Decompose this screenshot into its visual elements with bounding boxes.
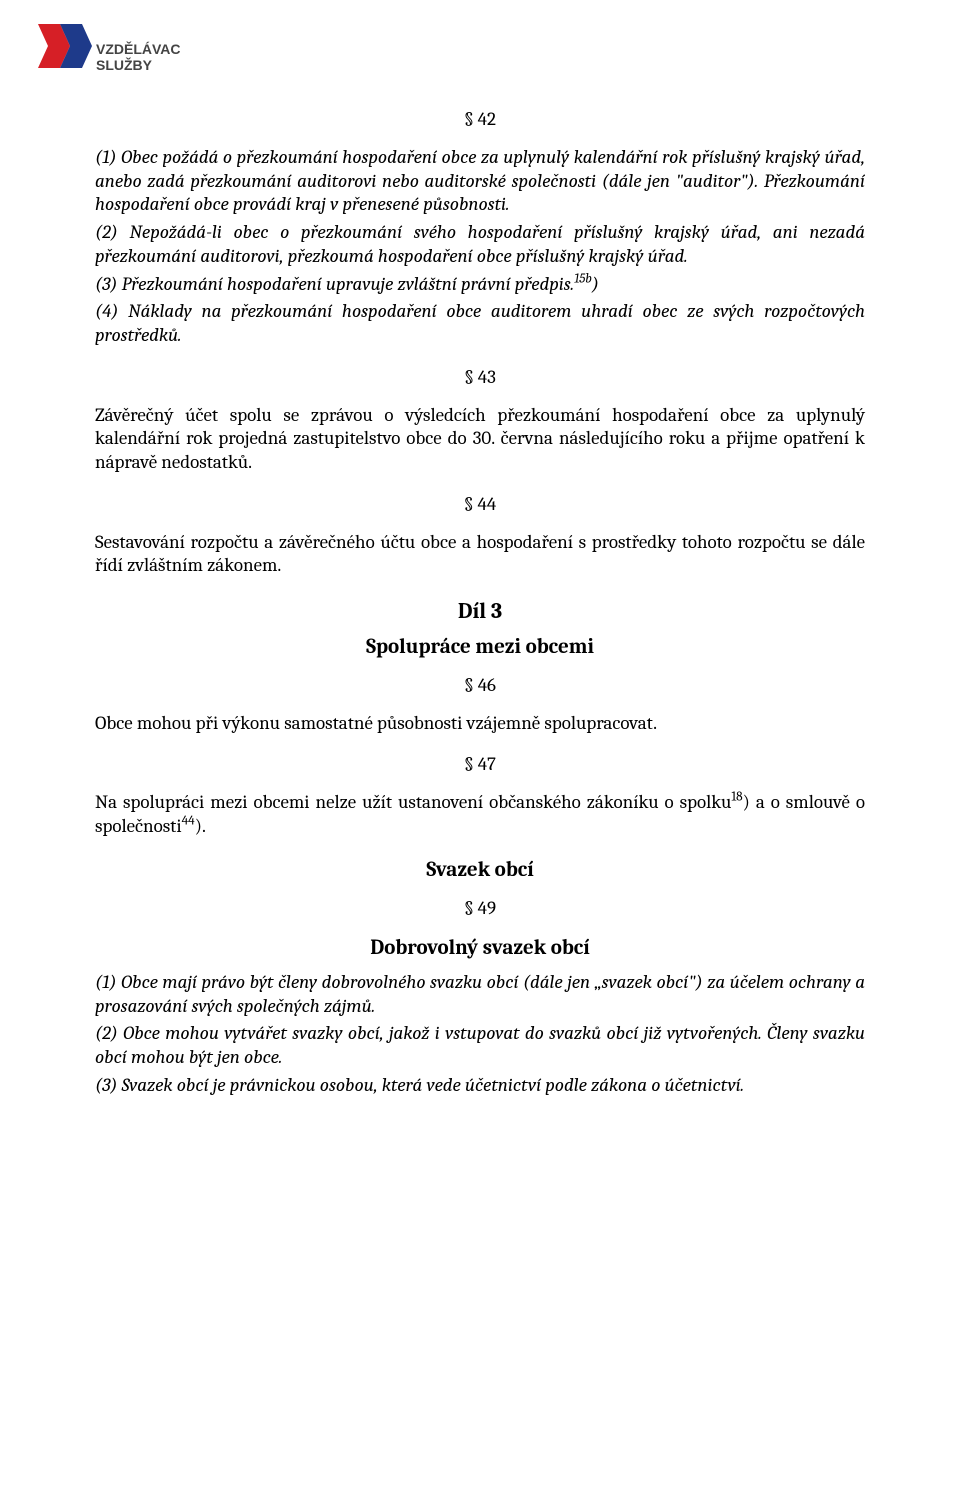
- sec47-p1-sup1: 18: [731, 790, 742, 805]
- sec42-p3-close: ): [592, 273, 599, 295]
- section-42-number: § 42: [95, 108, 865, 132]
- section-43-number: § 43: [95, 366, 865, 390]
- section-49-number: § 49: [95, 897, 865, 921]
- section-46-number: § 46: [95, 674, 865, 698]
- section-46-body: Obce mohou při výkonu samostatné působno…: [95, 712, 865, 736]
- logo-text-top: VZDĚLÁVACÍ: [96, 40, 180, 57]
- sec49-p1: (1) Obce mají právo být členy dobrovolné…: [95, 971, 865, 1019]
- dil3-subtitle: Spolupráce mezi obcemi: [95, 634, 865, 660]
- logo: VZDĚLÁVACÍ SLUŽBY: [30, 16, 180, 90]
- sec44-p1: Sestavování rozpočtu a závěrečného účtu …: [95, 531, 865, 579]
- sec49-p3: (3) Svazek obcí je právnickou osobou, kt…: [95, 1074, 865, 1098]
- sec42-p2: (2) Nepožádá-li obec o přezkoumání svého…: [95, 221, 865, 269]
- section-42-body: (1) Obec požádá o přezkoumání hospodařen…: [95, 146, 865, 348]
- sec46-p1: Obce mohou při výkonu samostatné působno…: [95, 712, 865, 736]
- logo-text-bottom: SLUŽBY: [96, 56, 153, 73]
- section-47-body: Na spolupráci mezi obcemi nelze užít ust…: [95, 791, 865, 839]
- sec47-p1: Na spolupráci mezi obcemi nelze užít ust…: [95, 791, 865, 839]
- section-44-body: Sestavování rozpočtu a závěrečného účtu …: [95, 531, 865, 579]
- sec42-p3-text: (3) Přezkoumání hospodaření upravuje zvl…: [95, 273, 574, 295]
- section-47-number: § 47: [95, 753, 865, 777]
- logo-svg: VZDĚLÁVACÍ SLUŽBY: [30, 16, 180, 86]
- sec42-p1: (1) Obec požádá o přezkoumání hospodařen…: [95, 146, 865, 217]
- sec47-p1-c: ).: [195, 815, 206, 837]
- sec43-p1: Závěrečný účet spolu se zprávou o výsled…: [95, 404, 865, 475]
- sec49-p2: (2) Obce mohou vytvářet svazky obcí, jak…: [95, 1022, 865, 1070]
- document-content: § 42 (1) Obec požádá o přezkoumání hospo…: [95, 24, 865, 1098]
- sec47-p1-a: Na spolupráci mezi obcemi nelze užít ust…: [95, 791, 731, 813]
- section-49-subtitle: Dobrovolný svazek obcí: [95, 935, 865, 961]
- section-43-body: Závěrečný účet spolu se zprávou o výsled…: [95, 404, 865, 475]
- sec42-p3: (3) Přezkoumání hospodaření upravuje zvl…: [95, 273, 865, 297]
- sec42-p3-sup: 15b: [574, 271, 592, 286]
- sec42-p4: (4) Náklady na přezkoumání hospodaření o…: [95, 300, 865, 348]
- svazek-title: Svazek obcí: [95, 857, 865, 883]
- section-44-number: § 44: [95, 493, 865, 517]
- sec47-p1-sup2: 44: [182, 813, 195, 828]
- document-page: VZDĚLÁVACÍ SLUŽBY § 42 (1) Obec požádá o…: [0, 0, 960, 1511]
- dil3-title: Díl 3: [95, 598, 865, 626]
- section-49-body: (1) Obce mají právo být členy dobrovolné…: [95, 971, 865, 1098]
